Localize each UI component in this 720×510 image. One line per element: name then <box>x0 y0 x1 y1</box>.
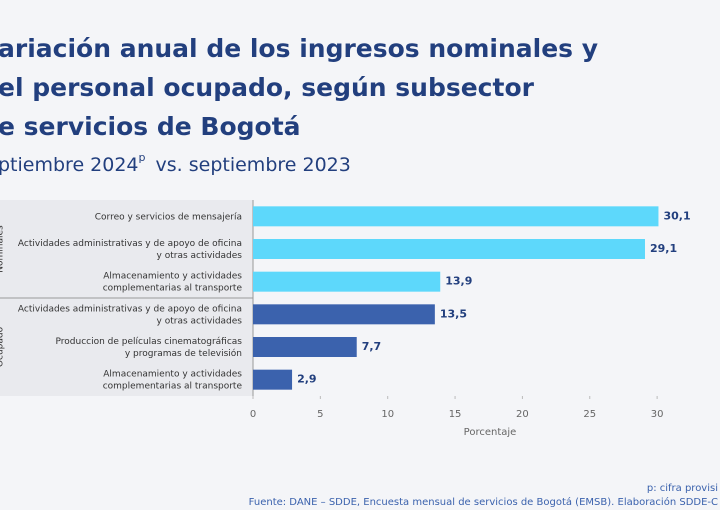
x-tick-label: 0 <box>250 409 256 420</box>
category-label: Actividades administrativas y de apoyo d… <box>18 304 242 326</box>
bar <box>253 271 441 292</box>
chart-title: e servicios de Bogotá <box>0 112 301 141</box>
subtitle: ptiembre 2024p vs. septiembre 2023 <box>0 151 351 176</box>
category-label: Produccion de películas cinematográficas… <box>56 337 243 359</box>
x-tick-label: 10 <box>381 409 394 420</box>
value-label: 2,9 <box>297 373 317 386</box>
source: Fuente: DANE – SDDE, Encuesta mensual de… <box>249 496 718 508</box>
note: p: cifra provisi <box>647 483 718 494</box>
bar <box>253 337 357 357</box>
x-axis-label: Porcentaje <box>464 427 517 438</box>
group-label: Nominales <box>0 225 6 273</box>
value-label: 29,1 <box>650 242 677 255</box>
category-label: Almacenamiento y actividades complementar… <box>103 369 243 391</box>
value-label: 30,1 <box>663 209 690 222</box>
bar <box>253 206 659 227</box>
group-label: Ocupado <box>0 326 6 367</box>
x-tick-label: 30 <box>651 409 664 420</box>
value-label: 13,9 <box>445 275 472 288</box>
subtitle-sup: p <box>139 151 146 164</box>
x-tick-label: 15 <box>449 409 462 420</box>
category-label: Actividades administrativas y de apoyo d… <box>18 239 242 261</box>
chart-title: el personal ocupado, según subsector <box>0 73 535 102</box>
category-label: Almacenamiento y actividades complementar… <box>103 271 243 293</box>
x-tick-label: 25 <box>583 409 596 420</box>
x-tick-label: 20 <box>516 409 529 420</box>
x-tick-label: 5 <box>317 409 323 420</box>
value-label: 7,7 <box>362 340 382 353</box>
subtitle-main: ptiembre 2024 <box>0 154 139 176</box>
category-label: Correo y servicios de mensajería <box>95 212 242 222</box>
value-label: 13,5 <box>440 307 467 320</box>
bar <box>253 369 293 390</box>
chart-title: ariación anual de los ingresos nominales… <box>0 34 598 63</box>
bar <box>253 304 435 325</box>
subtitle-rest: vs. septiembre 2023 <box>156 154 351 176</box>
bar <box>253 239 645 259</box>
